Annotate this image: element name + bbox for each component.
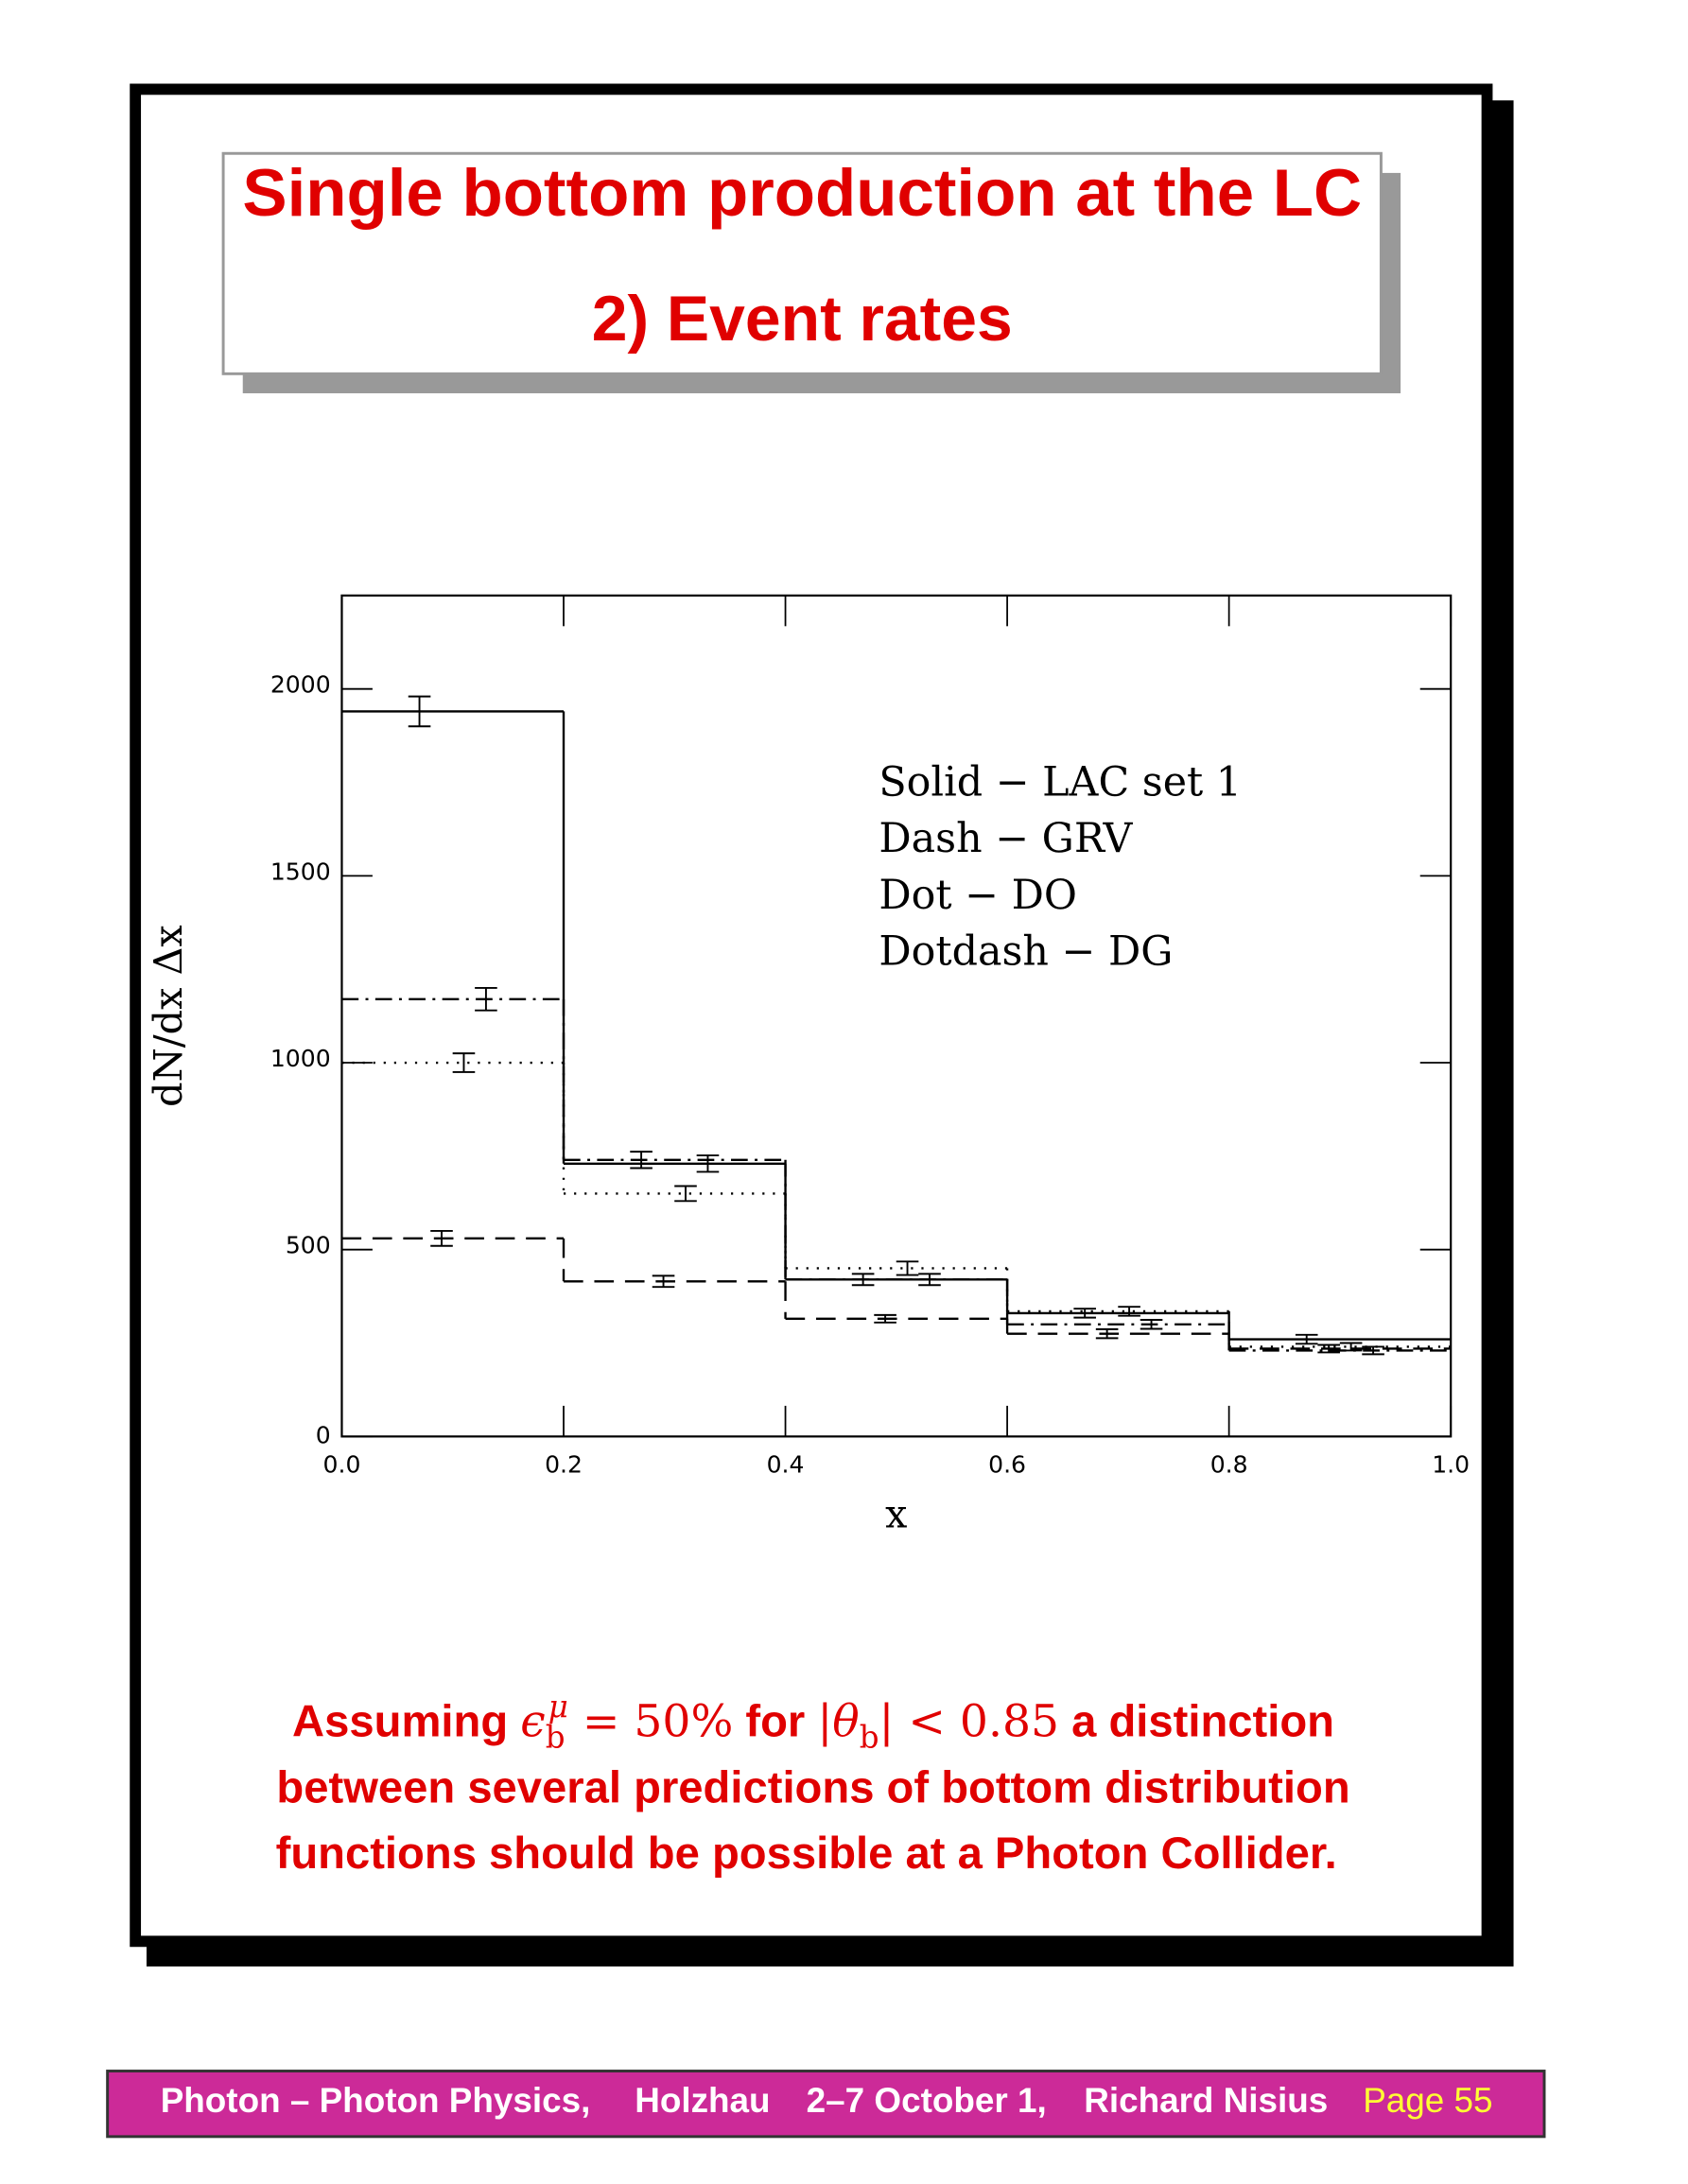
footer-item: Holzhau bbox=[635, 2081, 770, 2120]
x-tick-label: 1.0 bbox=[1432, 1450, 1470, 1478]
footer-bar bbox=[106, 2070, 1546, 2139]
plot: 0.0 0.2 0.4 0.6 0.8 1.0 0 500 1000 1500 2000 x dN/dx… bbox=[146, 594, 1470, 1536]
footer-item: Photon – Photon Physics, bbox=[161, 2081, 591, 2120]
x-tick-label: 0.4 bbox=[767, 1450, 805, 1478]
caption-line: between several predictions of bottom di… bbox=[276, 1762, 1349, 1812]
caption-part: b bbox=[546, 1719, 566, 1755]
legend-entry: Dotdash − DG bbox=[879, 928, 1173, 976]
title: Single bottom production at the LC bbox=[242, 156, 1362, 231]
caption-part: for bbox=[733, 1697, 817, 1747]
x-axis-label: x bbox=[885, 1491, 907, 1536]
caption-part: b bbox=[860, 1719, 879, 1755]
caption-part: = 50% bbox=[568, 1696, 733, 1748]
x-tick-label: 0.2 bbox=[545, 1450, 583, 1478]
footer-item: Page 55 bbox=[1363, 2081, 1492, 2120]
caption-part: ϵ bbox=[520, 1696, 545, 1748]
x-tick-label: 0.8 bbox=[1210, 1450, 1248, 1478]
x-tick-label: 0.0 bbox=[323, 1450, 361, 1478]
y-tick-label: 0 bbox=[316, 1421, 331, 1448]
x-tick-label: 0.6 bbox=[988, 1450, 1026, 1478]
footer-item: Richard Nisius bbox=[1084, 2081, 1328, 2120]
y-tick-label: 1500 bbox=[270, 858, 331, 885]
footer-item: 2–7 October 1, bbox=[807, 2081, 1047, 2120]
footer: Photon – Photon Physics, Holzhau 2–7 Octob… bbox=[161, 2081, 1493, 2120]
caption-part: | < 0.85 bbox=[879, 1696, 1060, 1748]
caption-part: a distinction bbox=[1059, 1697, 1334, 1747]
y-tick-label: 2000 bbox=[270, 671, 331, 699]
legend-entry: Dot − DO bbox=[879, 872, 1077, 919]
subtitle: 2) Event rates bbox=[592, 284, 1013, 355]
caption-line: Assuming ϵbμ = 50% for |θb| < 0.85 a dis… bbox=[292, 1688, 1334, 1754]
frame bbox=[130, 83, 1493, 1948]
y-tick-label: 500 bbox=[286, 1232, 331, 1259]
caption-part: |θ bbox=[817, 1696, 859, 1748]
legend-entry: Dash − GRV bbox=[879, 815, 1133, 862]
caption-part: Assuming bbox=[292, 1697, 520, 1747]
plot-area bbox=[340, 594, 1453, 1438]
y-axis-label: dN/dx Δx bbox=[146, 925, 191, 1106]
caption-part: μ bbox=[548, 1688, 568, 1724]
y-tick-label: 1000 bbox=[270, 1045, 331, 1072]
caption-line: functions should be possible at a Photon… bbox=[276, 1829, 1337, 1879]
legend-entry: Solid − LAC set 1 bbox=[879, 758, 1242, 806]
title-box bbox=[221, 151, 1383, 375]
